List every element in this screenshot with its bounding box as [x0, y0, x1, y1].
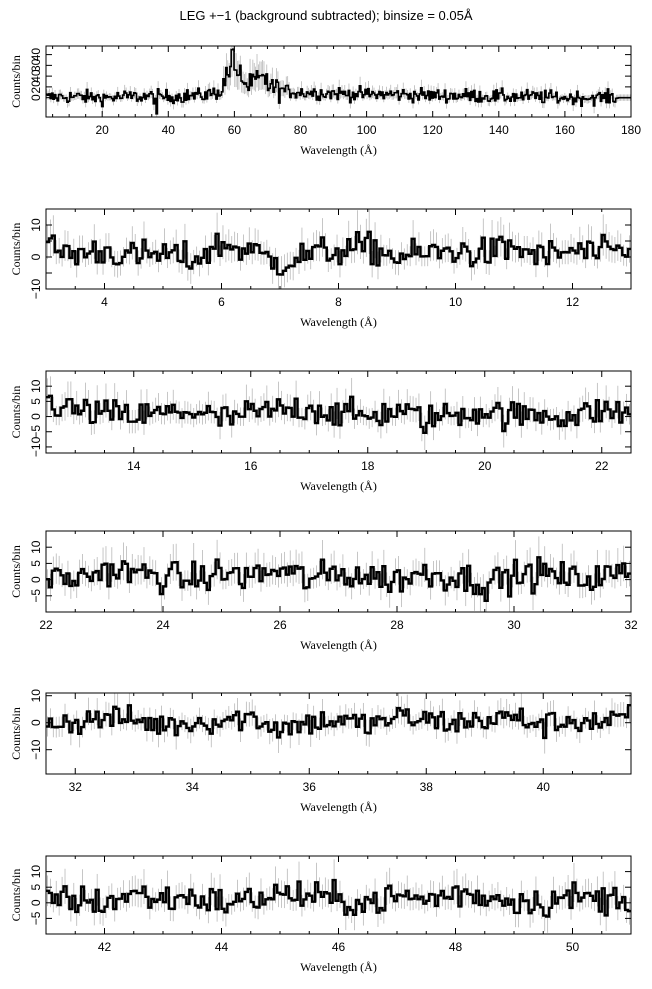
x-tick-label: 120	[423, 123, 443, 137]
x-tick-label: 32	[69, 780, 83, 794]
y-tick-label: −10	[29, 436, 43, 457]
x-tick-label: 34	[186, 780, 200, 794]
y-tick-label: 10	[29, 865, 43, 879]
x-tick-label: 20	[96, 123, 110, 137]
x-tick-label: 26	[273, 618, 287, 632]
x-tick-label: 160	[555, 123, 575, 137]
x-tick-label: 40	[162, 123, 176, 137]
x-tick-label: 60	[228, 123, 242, 137]
x-tick-label: 16	[244, 459, 258, 473]
x-tick-label: 30	[507, 618, 521, 632]
y-tick-label: 20	[29, 80, 43, 94]
panel-data	[46, 46, 631, 117]
y-tick-label: 5	[29, 560, 43, 567]
x-tick-label: 20	[478, 459, 492, 473]
panel-data	[46, 859, 631, 933]
page-title: LEG +−1 (background subtracted); binsize…	[179, 8, 473, 23]
x-tick-label: 4	[101, 295, 108, 309]
panel-data	[46, 536, 631, 612]
y-axis-label: Counts/bin	[9, 545, 23, 598]
y-tick-label: −5	[29, 425, 43, 439]
x-axis-label: Wavelength (Å)	[300, 800, 377, 814]
y-tick-label: 0	[29, 576, 43, 583]
panel-data	[46, 693, 631, 754]
x-tick-label: 28	[390, 618, 404, 632]
x-tick-label: 46	[332, 940, 346, 954]
y-tick-label: −5	[29, 589, 43, 603]
axes-frame	[45, 45, 632, 118]
x-tick-label: 14	[127, 459, 141, 473]
panel-data	[46, 376, 631, 451]
series-step-line	[46, 394, 631, 434]
y-tick-label: 5	[29, 884, 43, 891]
y-axis-label: Counts/bin	[9, 869, 23, 922]
y-tick-label: 30	[29, 58, 43, 72]
y-axis-label: Counts/bin	[9, 386, 23, 439]
y-tick-label: −5	[29, 911, 43, 925]
series-step-line	[46, 703, 631, 740]
x-axis-label: Wavelength (Å)	[300, 143, 377, 157]
x-tick-label: 36	[303, 780, 317, 794]
x-tick-label: 180	[621, 123, 641, 137]
series-step-line	[46, 878, 631, 918]
y-tick-label: −10	[29, 739, 43, 760]
x-tick-label: 22	[39, 618, 53, 632]
y-tick-label: 10	[29, 218, 43, 232]
x-tick-label: 42	[98, 940, 112, 954]
y-tick-label: 10	[29, 540, 43, 554]
x-tick-label: 10	[449, 295, 463, 309]
panel-2: 4 6 8 10 12 −10 0 10 Wavelength (Å) Counts/bin	[9, 208, 632, 329]
x-tick-label: 50	[566, 940, 580, 954]
x-tick-label: 18	[361, 459, 375, 473]
y-axis-label: Counts/bin	[9, 55, 23, 108]
panel-4: 22 24 26 28 30 32 −5 0 5 10 Wavelength (Å) Counts/b…	[9, 530, 638, 652]
panel-data	[46, 209, 631, 289]
x-tick-label: 32	[624, 618, 638, 632]
panel-6: 42 44 46 48 50 −5 0 5 10 Wavelength (Å) Counts/bin	[9, 855, 632, 974]
y-tick-label: 0	[29, 253, 43, 260]
x-tick-label: 140	[489, 123, 509, 137]
y-tick-label: 40	[29, 48, 43, 62]
x-tick-label: 24	[156, 618, 170, 632]
y-tick-label: 10	[29, 689, 43, 703]
series-step-line	[46, 48, 631, 115]
series-step-line	[46, 230, 631, 276]
x-tick-label: 12	[566, 295, 580, 309]
panel-1: 20 40 60 80 100 120 140 160 180020403040Waveleng…	[9, 45, 641, 157]
y-tick-label: 0	[29, 94, 43, 101]
panel-3: 14 16 18 20 22 −10−5 0 5 10 Wavelength (Å) Counts/…	[9, 370, 632, 493]
x-tick-label: 40	[537, 780, 551, 794]
x-tick-label: 48	[449, 940, 463, 954]
y-tick-label: 0	[29, 719, 43, 726]
y-tick-label: −10	[29, 278, 43, 299]
y-axis-label: Counts/bin	[9, 223, 23, 276]
x-tick-label: 80	[294, 123, 308, 137]
x-axis-label: Wavelength (Å)	[300, 479, 377, 493]
y-tick-label: 10	[29, 379, 43, 393]
y-tick-label: 0	[29, 413, 43, 420]
x-axis-label: Wavelength (Å)	[300, 638, 377, 652]
x-axis-label: Wavelength (Å)	[300, 960, 377, 974]
y-tick-label: 40	[29, 69, 43, 83]
y-axis-label: Counts/bin	[9, 707, 23, 760]
y-tick-label: 5	[29, 398, 43, 405]
y-tick-label: 0	[29, 899, 43, 906]
x-tick-label: 22	[595, 459, 609, 473]
x-tick-label: 6	[218, 295, 225, 309]
x-tick-label: 44	[215, 940, 229, 954]
x-tick-label: 100	[357, 123, 377, 137]
x-tick-label: 8	[335, 295, 342, 309]
x-tick-label: 38	[420, 780, 434, 794]
x-axis-label: Wavelength (Å)	[300, 315, 377, 329]
panel-5: 32 34 36 38 40 −10 0 10 Wavelength (Å) Counts/bin	[9, 689, 632, 814]
series-step-line	[46, 556, 631, 602]
